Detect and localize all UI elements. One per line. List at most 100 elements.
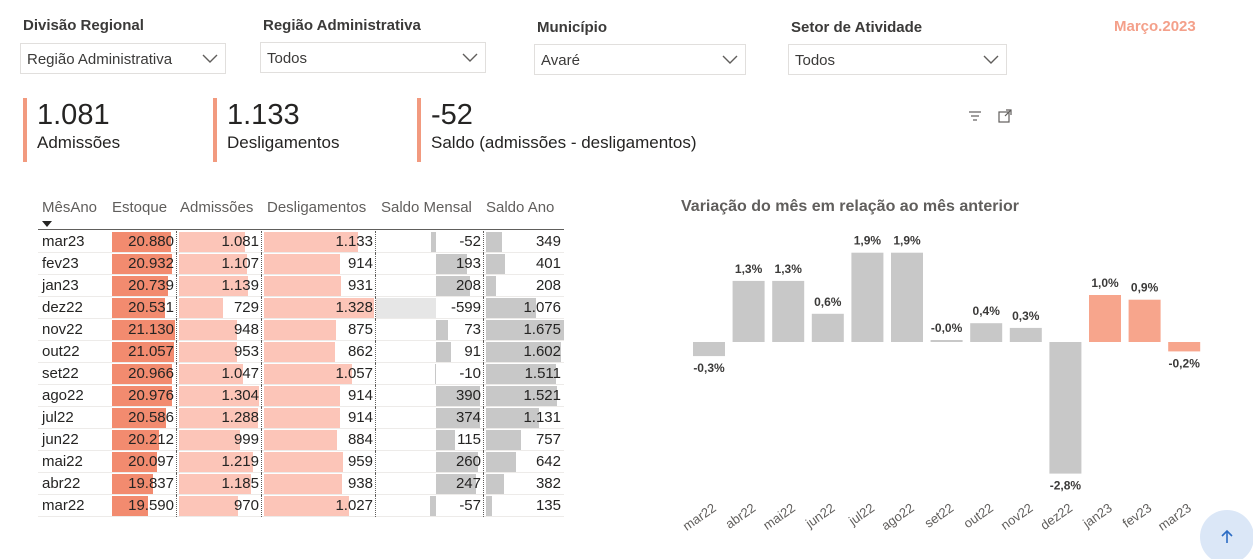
cell-text: 1.602 xyxy=(523,343,561,360)
cell-text: 1.328 xyxy=(335,299,373,316)
cell-text: mai22 xyxy=(42,453,83,470)
data-bar xyxy=(112,254,172,274)
cell-estoque: 21.057 xyxy=(110,341,177,363)
column-divider xyxy=(483,473,484,495)
cell-text: 884 xyxy=(347,431,373,448)
data-bar xyxy=(112,320,175,340)
column-divider xyxy=(261,451,262,473)
table-row[interactable]: set22 20.966 1.047 1.057 -10 1.511 xyxy=(38,363,564,385)
chart-bar-mai22[interactable] xyxy=(772,280,805,342)
cell-text: 948 xyxy=(233,321,259,338)
column-divider xyxy=(483,407,484,429)
x-axis-tick-label: jul22 xyxy=(845,500,877,529)
data-bar xyxy=(112,276,169,296)
table-row[interactable]: jan23 20.739 1.139 931 208 208 xyxy=(38,275,564,297)
cell-text: out22 xyxy=(42,343,80,360)
data-bar xyxy=(486,254,505,274)
chart-bar-abr22[interactable] xyxy=(732,280,765,342)
col-header-desligamentos[interactable]: Desligamentos xyxy=(267,199,367,216)
dropdown-divisao-regional[interactable]: Região Administrativa xyxy=(20,43,226,74)
column-divider xyxy=(375,407,376,429)
chart-data-label: -0,2% xyxy=(1169,356,1201,370)
cell-saldo-ano: 135 xyxy=(484,495,564,516)
chart-bar-mar22[interactable] xyxy=(693,342,725,357)
cell-text: 20.932 xyxy=(128,255,174,272)
col-header-saldo-ano[interactable]: Saldo Ano xyxy=(486,199,555,216)
data-bar xyxy=(436,254,468,274)
cell-text: 1.511 xyxy=(524,365,561,382)
column-divider xyxy=(375,275,376,297)
cell-text: 20.739 xyxy=(128,277,174,294)
column-divider xyxy=(483,341,484,363)
cell-admissoes: 1.107 xyxy=(177,253,262,275)
data-bar xyxy=(179,232,245,252)
chart-bar-jan23[interactable] xyxy=(1089,295,1121,342)
column-divider xyxy=(261,297,262,319)
chart-bar-dez22[interactable] xyxy=(1049,342,1082,474)
data-bar xyxy=(486,452,516,472)
cell-text: jul22 xyxy=(42,409,74,426)
table-row[interactable]: mai22 20.097 1.219 959 260 642 xyxy=(38,451,564,473)
scroll-top-button[interactable] xyxy=(1200,510,1253,559)
data-bar xyxy=(112,386,173,406)
table-row[interactable]: dez22 20.531 729 1.328 -599 1.076 xyxy=(38,297,564,319)
cell-text: 382 xyxy=(535,475,561,492)
col-header-mesano[interactable]: MêsAno xyxy=(42,199,98,216)
chart-bar-jul22[interactable] xyxy=(851,252,884,342)
data-table: MêsAno Estoque Admissões Desligamentos S… xyxy=(38,199,564,519)
chart-bar-nov22[interactable] xyxy=(1009,327,1042,342)
variation-chart: -0,3% mar22 1,3% abr22 1,3% mai22 0,6% jun22 1,9… xyxy=(680,234,1201,534)
table-row[interactable]: nov22 21.130 948 875 73 1.675 xyxy=(38,319,564,341)
cell-mesano: fev23 xyxy=(38,253,110,274)
table-row[interactable]: jun22 20.212 999 884 115 757 xyxy=(38,429,564,451)
cell-text: 1.047 xyxy=(221,365,259,382)
cell-estoque: 20.880 xyxy=(110,231,177,253)
data-bar xyxy=(436,430,455,450)
kpi-label: Admissões xyxy=(37,133,121,152)
dropdown-municipio[interactable]: Avaré xyxy=(534,44,746,75)
cell-text: 20.212 xyxy=(128,431,174,448)
col-header-saldo-mensal[interactable]: Saldo Mensal xyxy=(381,199,472,216)
table-row[interactable]: jul22 20.586 1.288 914 374 1.131 xyxy=(38,407,564,429)
chart-bar-out22[interactable] xyxy=(970,323,1003,342)
data-bar xyxy=(436,386,480,406)
table-row[interactable]: ago22 20.976 1.304 914 390 1.521 xyxy=(38,385,564,407)
dropdown-setor-atividade[interactable]: Todos xyxy=(788,44,1007,75)
sort-desc-icon[interactable] xyxy=(42,221,52,227)
chart-bar-mar23[interactable] xyxy=(1168,342,1201,352)
cell-text: 1.131 xyxy=(523,409,561,426)
chart-bar-jun22[interactable] xyxy=(811,313,844,342)
column-divider xyxy=(261,253,262,275)
data-bar xyxy=(112,408,166,428)
table-row[interactable]: fev23 20.932 1.107 914 193 401 xyxy=(38,253,564,275)
table-row[interactable]: mar22 19.590 970 1.027 -57 135 xyxy=(38,495,564,517)
chart-bar-fev23[interactable] xyxy=(1128,299,1161,342)
filter-icon[interactable] xyxy=(967,108,983,124)
data-bar xyxy=(264,364,352,384)
cell-text: -52 xyxy=(459,233,481,250)
data-bar xyxy=(486,232,503,252)
col-header-estoque[interactable]: Estoque xyxy=(112,199,168,216)
table-row[interactable]: out22 21.057 953 862 91 1.602 xyxy=(38,341,564,363)
focus-mode-icon[interactable] xyxy=(997,108,1013,124)
column-divider xyxy=(176,275,177,297)
cell-admissoes: 1.081 xyxy=(177,231,262,253)
data-bar xyxy=(264,452,344,472)
chart-bar-ago22[interactable] xyxy=(891,252,923,342)
chart-bar-set22[interactable] xyxy=(930,340,963,342)
cell-text: -599 xyxy=(450,299,481,316)
data-bar xyxy=(430,496,436,516)
cell-text: mar22 xyxy=(42,497,85,514)
column-divider xyxy=(261,473,262,495)
cell-admissoes: 729 xyxy=(177,297,262,319)
cell-saldo-ano: 1.521 xyxy=(484,385,564,406)
kpi-desligamentos: 1.133 Desligamentos xyxy=(213,98,339,162)
cell-mesano: dez22 xyxy=(38,297,110,318)
cell-saldo-mensal: 73 xyxy=(376,319,484,341)
table-row[interactable]: abr22 19.837 1.185 938 247 382 xyxy=(38,473,564,495)
dropdown-regiao-administrativa[interactable]: Todos xyxy=(260,42,486,73)
cell-saldo-mensal: 247 xyxy=(376,473,484,495)
cell-text: 938 xyxy=(347,475,373,492)
table-row[interactable]: mar23 20.880 1.081 1.133 -52 349 xyxy=(38,231,564,253)
col-header-admissoes[interactable]: Admissões xyxy=(180,199,254,216)
